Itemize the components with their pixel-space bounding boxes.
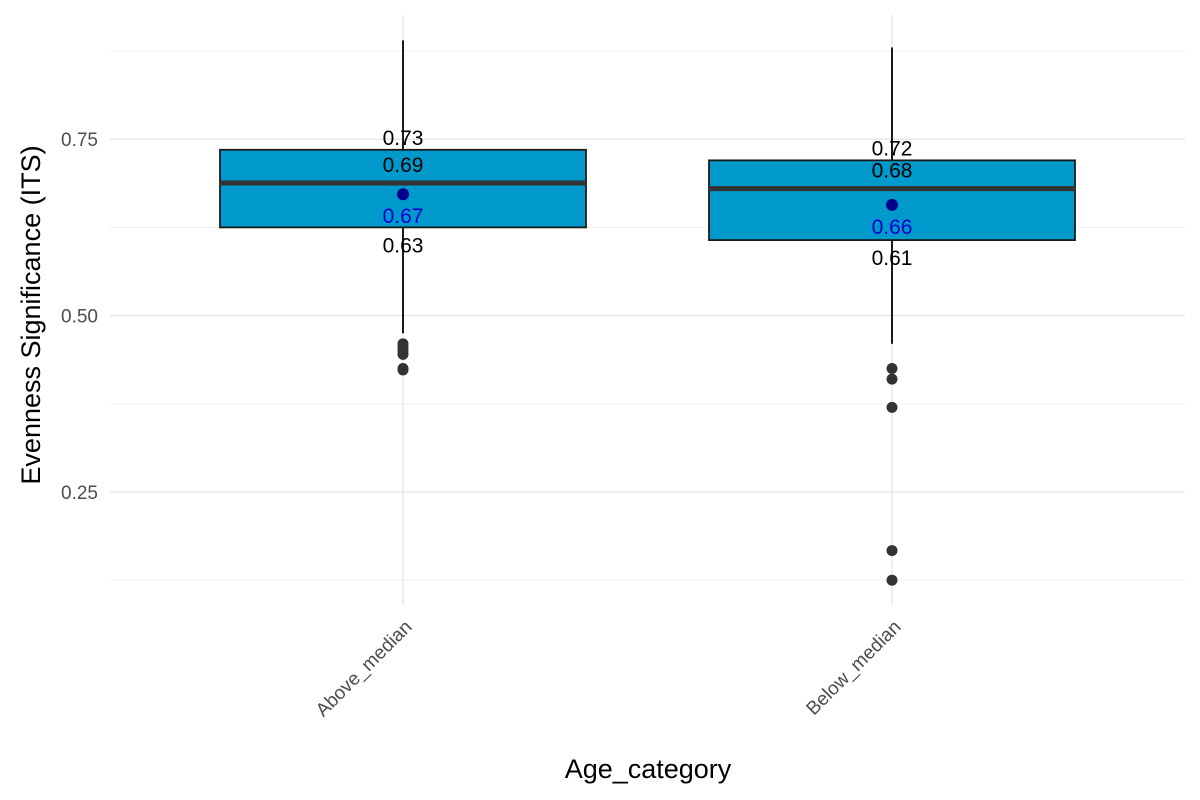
q3-label: 0.73 (383, 127, 424, 150)
mean-point (886, 198, 898, 211)
q1-label: 0.63 (383, 234, 424, 257)
x-tick-label: Below_median (803, 617, 906, 720)
q1-label: 0.61 (872, 247, 913, 270)
outlier-point (886, 574, 898, 586)
outlier-point (886, 401, 898, 413)
y-tick-label: 0.50 (61, 307, 98, 328)
x-axis-title: Age_category (565, 754, 732, 784)
box-group-above-median: 0.73 0.69 0.67 0.63 (219, 40, 587, 376)
box-group-below-median: 0.720.68 0.66 0.61 (708, 47, 1076, 586)
y-axis-title: Evenness Significance (ITS) (16, 145, 46, 484)
outlier-point (886, 545, 898, 557)
outlier-point (886, 363, 898, 375)
y-axis-ticks: 0.25 0.50 0.75 (61, 130, 98, 504)
x-tick-label: Above_median (312, 617, 416, 721)
mean-label: 0.66 (872, 216, 913, 239)
outlier-point (397, 348, 409, 360)
y-tick-label: 0.75 (61, 130, 98, 151)
median-label: 0.69 (383, 154, 424, 177)
mean-point (397, 188, 409, 201)
boxes: 0.73 0.69 0.67 0.63 0.720.68 0.66 0.61 (219, 40, 1076, 586)
median-label: 0.68 (872, 160, 913, 183)
mean-label: 0.67 (383, 205, 424, 228)
q3-label: 0.72 (872, 137, 913, 160)
grid-lines (110, 15, 1185, 605)
y-tick-label: 0.25 (61, 483, 98, 504)
x-axis-ticks: Above_median Below_median (312, 617, 905, 721)
outlier-point (397, 364, 409, 376)
outlier-point (886, 373, 898, 385)
